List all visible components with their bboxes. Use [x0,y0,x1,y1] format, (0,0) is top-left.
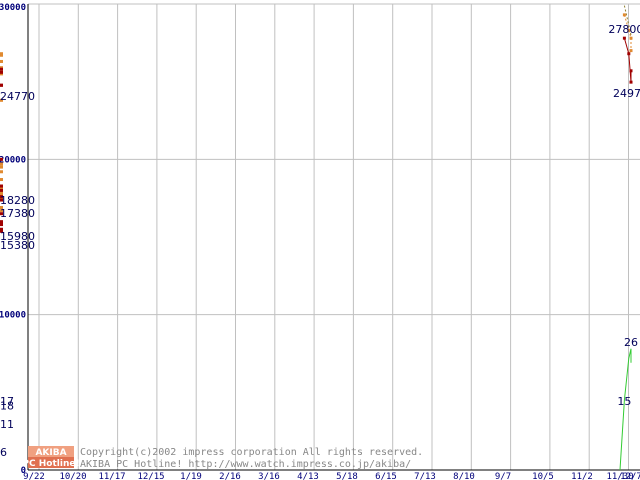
chart-grid [28,3,640,471]
data-point-min [0,157,3,161]
copyright-line-1: Copyright(c)2002 impress corporation All… [80,447,423,458]
data-point-avg [0,162,3,166]
data-point-avg [0,192,3,196]
x-tick-label: 9/22 [23,472,45,480]
data-label: 15380 [0,239,35,252]
data-point-min [627,52,631,56]
data-point-min [0,227,3,231]
data-label: 17 [0,395,14,408]
data-point-min [0,67,3,71]
data-label: 27800 [608,23,640,36]
data-label: 18 [0,399,14,412]
data-point-min [0,184,3,188]
x-tick-label: 10/5 [532,472,554,480]
series-line-min [623,38,632,83]
series-line-avg [623,14,632,51]
data-label: 15 [617,395,631,408]
data-point-avg [0,170,3,174]
x-tick-label: 2/16 [219,472,241,480]
data-label: 24970 [613,87,640,100]
data-point-min [0,83,3,87]
x-tick-label: 1/19 [180,472,202,480]
x-tick-label: 7/13 [414,472,436,480]
data-point-avg [629,36,633,40]
x-tick-label: 12/7 [620,472,640,480]
copyright-line-2: AKIBA PC Hotline! http://www.watch.impre… [80,459,411,470]
data-point-avg [629,49,633,53]
logo-lower-band [28,457,74,468]
x-tick-label: 11/17 [98,472,125,480]
x-tick-label: 10/20 [59,472,86,480]
series-line-shops [619,348,632,471]
data-point-avg [0,196,3,200]
data-label: 6 [0,446,7,459]
akiba-logo: AKIBA PC Hotline! [22,446,80,469]
data-point-min [629,69,633,73]
data-point-avg [0,72,3,76]
chart-axes [27,4,640,471]
x-tick-label: 6/15 [375,472,397,480]
data-point-avg [0,98,3,102]
data-label: 26 [624,336,638,349]
data-label: 24770 [0,90,35,103]
y-tick-label: 10000 [0,311,26,321]
data-point-avg [0,193,3,197]
data-point-avg [0,59,3,63]
y-tick-label: 0 [21,466,26,476]
data-point-avg [0,53,3,57]
data-point-min [0,212,3,216]
data-point-avg [0,178,3,182]
data-point-avg [622,13,626,17]
x-tick-label: 11/30 [606,472,633,480]
y-axis-tick-labels: 0 10000 20000 30000 [0,3,26,476]
data-point-min [0,229,3,233]
x-axis-tick-labels: 9/22 10/20 11/17 12/15 1/19 2/16 3/16 4/13 5/18 6… [23,472,640,480]
x-tick-label: 8/10 [453,472,475,480]
logo-top-text: AKIBA [35,448,66,458]
x-tick-label: 4/13 [297,472,319,480]
data-point-min [629,80,633,84]
data-point-min [0,223,3,227]
data-label: 18280 [0,194,35,207]
data-label: 15980 [0,230,35,243]
data-point-avg [0,66,3,70]
x-tick-label: 11/2 [571,472,593,480]
data-point-avg [627,28,631,32]
data-point-min [0,195,3,199]
y-tick-label: 20000 [0,155,26,165]
data-point-avg [0,209,3,213]
chart-series [0,5,633,471]
y-tick-label: 30000 [0,3,26,13]
data-point-min [622,36,626,40]
data-point-min [0,198,3,202]
data-point-min [0,70,3,74]
data-point-min [0,188,3,192]
data-point-avg [0,165,3,169]
data-label: 17380 [0,207,35,220]
data-point-min [0,221,3,225]
x-tick-label: 9/7 [495,472,511,480]
x-tick-label: 12/15 [137,472,164,480]
data-point-avg [0,52,3,56]
data-point-avg [0,205,3,209]
x-tick-label: 3/16 [258,472,280,480]
data-label: 11 [0,418,14,431]
logo-bottom-text: PC Hotline! [22,459,79,469]
x-tick-label: 5/18 [336,472,358,480]
data-point-avg [0,187,3,191]
